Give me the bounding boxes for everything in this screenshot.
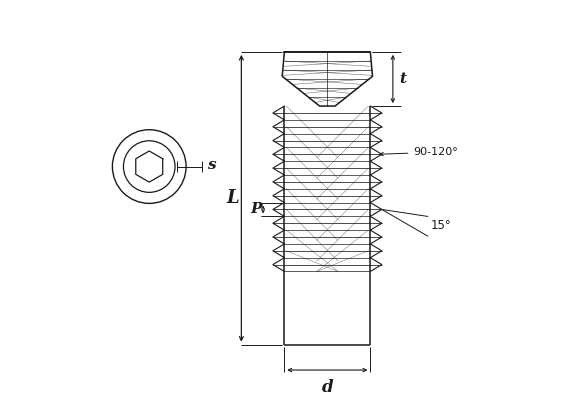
- Text: 90-120°: 90-120°: [380, 147, 458, 157]
- Text: P: P: [250, 203, 261, 217]
- Text: s: s: [207, 158, 215, 171]
- Text: d: d: [321, 379, 333, 396]
- Text: 15°: 15°: [431, 219, 451, 232]
- Text: L: L: [226, 189, 239, 207]
- Text: t: t: [399, 72, 407, 86]
